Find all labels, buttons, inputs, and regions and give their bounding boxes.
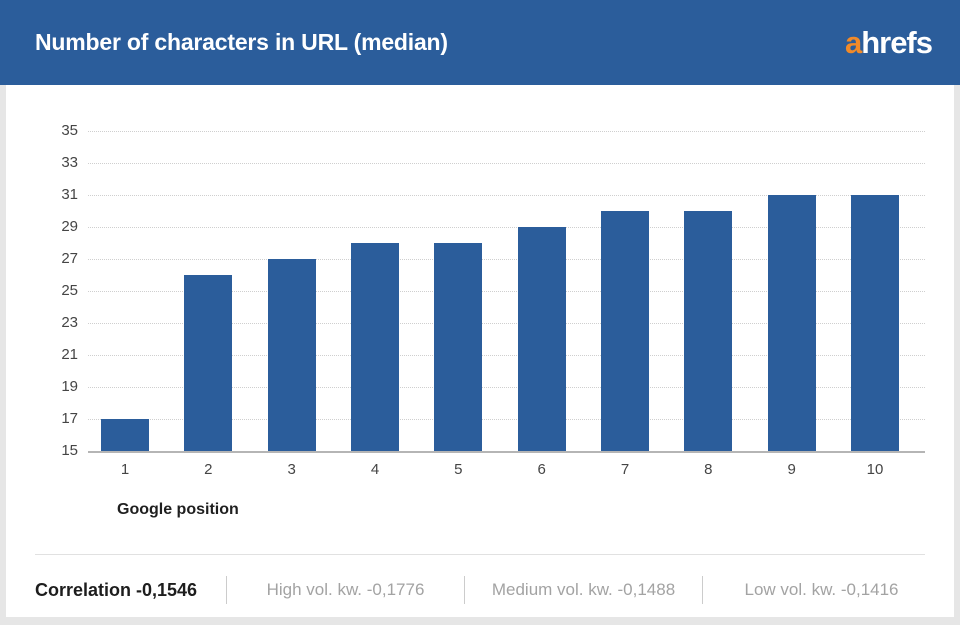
x-tick-label-1: 1 — [120, 461, 130, 478]
x-tick-label-8: 8 — [704, 461, 713, 478]
ahrefs-logo-hrefs: hrefs — [861, 25, 933, 60]
bar-position-6 — [517, 227, 566, 451]
gridline-y-35 — [88, 131, 925, 132]
gridline-y-31 — [88, 195, 925, 196]
gridline-y-33 — [88, 163, 925, 164]
gridline-y-25 — [88, 291, 925, 292]
y-tick-label-35: 35 — [61, 122, 78, 139]
y-tick-label-19: 19 — [61, 378, 78, 395]
stat-separator — [226, 576, 227, 604]
bar-position-4 — [351, 243, 399, 451]
stat-separator — [464, 576, 465, 604]
bar-position-8 — [684, 211, 733, 451]
gridline-y-17 — [88, 419, 925, 420]
bar-position-9 — [767, 195, 816, 451]
ahrefs-logo-a: a — [844, 25, 862, 60]
correlation-medium-volume: Medium vol. kw. -0,1488 — [491, 580, 676, 599]
x-tick-label-9: 9 — [787, 461, 796, 478]
gridline-y-29 — [88, 227, 925, 228]
x-axis-title: Google position — [117, 501, 239, 518]
footer-divider — [35, 554, 925, 555]
y-tick-label-33: 33 — [61, 154, 78, 171]
x-tick-label-3: 3 — [287, 461, 296, 478]
x-tick-label-4: 4 — [370, 461, 380, 478]
x-tick-label-2: 2 — [204, 461, 213, 478]
y-tick-label-17: 17 — [61, 410, 78, 427]
y-tick-label-31: 31 — [61, 186, 78, 203]
gridline-y-27 — [88, 259, 925, 260]
card-header: Number of characters in URL (median) ahr… — [0, 0, 960, 85]
bar-position-2 — [184, 275, 233, 451]
y-tick-label-29: 29 — [61, 218, 78, 235]
gridline-y-19 — [88, 387, 925, 388]
gridline-y-21 — [88, 355, 925, 356]
y-tick-label-15: 15 — [61, 442, 78, 459]
correlation-low-volume: Low vol. kw. -0,1416 — [744, 580, 899, 599]
x-tick-label-10: 10 — [866, 461, 884, 478]
bar-position-1 — [101, 419, 149, 451]
bar-position-10 — [851, 195, 899, 451]
stat-separator — [702, 576, 703, 604]
y-tick-label-25: 25 — [61, 282, 78, 299]
correlation-overall: Correlation -0,1546 — [35, 579, 198, 600]
bar-position-5 — [434, 243, 483, 451]
x-tick-label-5: 5 — [454, 461, 463, 478]
gridline-y-23 — [88, 323, 925, 324]
x-axis-baseline — [88, 451, 925, 453]
x-tick-label-6: 6 — [537, 461, 546, 478]
x-tick-label-7: 7 — [620, 461, 630, 478]
ahrefs-logo: ahrefs — [844, 25, 933, 60]
y-tick-label-21: 21 — [61, 346, 78, 363]
correlation-high-volume: High vol. kw. -0,1776 — [266, 580, 425, 599]
y-tick-label-23: 23 — [61, 314, 78, 331]
y-tick-label-27: 27 — [61, 250, 78, 267]
chart-title: Number of characters in URL (median) — [35, 29, 448, 55]
stats-footer: Correlation -0,1546 High vol. kw. -0,177… — [35, 572, 940, 608]
bar-position-3 — [267, 259, 316, 451]
bar-position-7 — [601, 211, 649, 451]
